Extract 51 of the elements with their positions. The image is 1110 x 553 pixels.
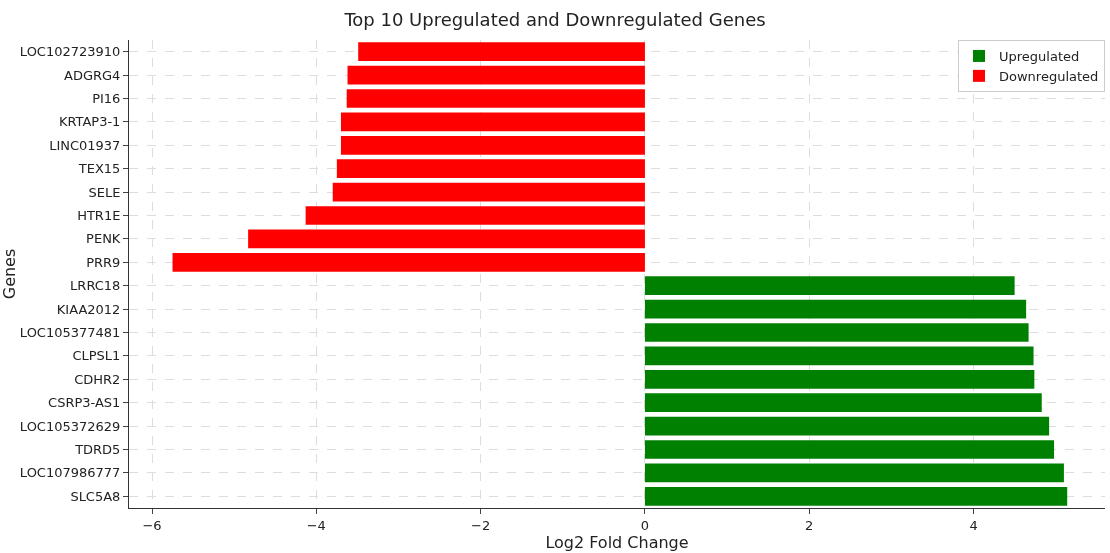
y-tick-label: PENK: [86, 231, 121, 247]
y-tick-label: LINC01937: [49, 137, 121, 153]
bar: [340, 135, 645, 155]
y-tick-label: SELE: [88, 184, 121, 200]
y-tick-label: LOC105372629: [19, 418, 121, 434]
y-tick-label: PRR9: [86, 254, 121, 270]
bar: [644, 323, 1029, 342]
bar: [644, 440, 1055, 459]
bar: [340, 112, 645, 132]
bar: [644, 393, 1042, 413]
y-tick-label: LOC105377481: [19, 325, 121, 341]
y-tick-label: LOC107986777: [19, 465, 121, 481]
x-tick-label: −2: [471, 517, 491, 533]
y-tick-label: CSRP3-AS1: [48, 395, 121, 411]
bar: [305, 206, 645, 225]
y-tick-label: KRTAP3-1: [58, 114, 121, 130]
x-tick-label: 4: [969, 517, 978, 533]
x-tick-label: −6: [142, 517, 162, 533]
bar: [346, 89, 645, 108]
x-axis-title: Log2 Fold Change: [545, 532, 689, 552]
bar: [644, 276, 1015, 296]
x-tick-label: 0: [640, 517, 650, 533]
legend-label: Upregulated: [999, 49, 1080, 65]
bar: [347, 65, 645, 85]
chart-title: Top 10 Upregulated and Downregulated Genes: [343, 9, 766, 31]
bar: [644, 369, 1035, 389]
x-tick-label: 2: [805, 517, 814, 533]
bar: [336, 159, 645, 179]
x-tick-label: −4: [306, 517, 326, 533]
bar: [172, 252, 645, 272]
y-tick-label: CLPSL1: [72, 348, 121, 364]
y-tick-label: PI16: [92, 91, 121, 107]
y-tick-label: LOC102723910: [19, 44, 121, 60]
y-tick-label: LRRC18: [70, 278, 121, 294]
y-tick-label: SLC5A8: [70, 488, 121, 504]
bar: [644, 346, 1034, 366]
bar: [644, 299, 1027, 319]
bar: [644, 463, 1064, 483]
y-tick-label: CDHR2: [74, 371, 121, 387]
bar: [644, 486, 1068, 506]
y-tick-label: TDRD5: [74, 442, 121, 458]
y-tick-label: KIAA2012: [56, 301, 121, 317]
bar: [358, 42, 645, 62]
bar: [332, 182, 645, 202]
y-tick-label: ADGRG4: [64, 67, 121, 83]
legend-label: Downregulated: [999, 68, 1099, 84]
y-tick-label: TEX15: [77, 161, 121, 177]
bar: [248, 229, 645, 249]
y-axis-title: Genes: [0, 248, 19, 300]
bar: [644, 416, 1050, 436]
y-tick-label: HTR1E: [77, 208, 121, 224]
